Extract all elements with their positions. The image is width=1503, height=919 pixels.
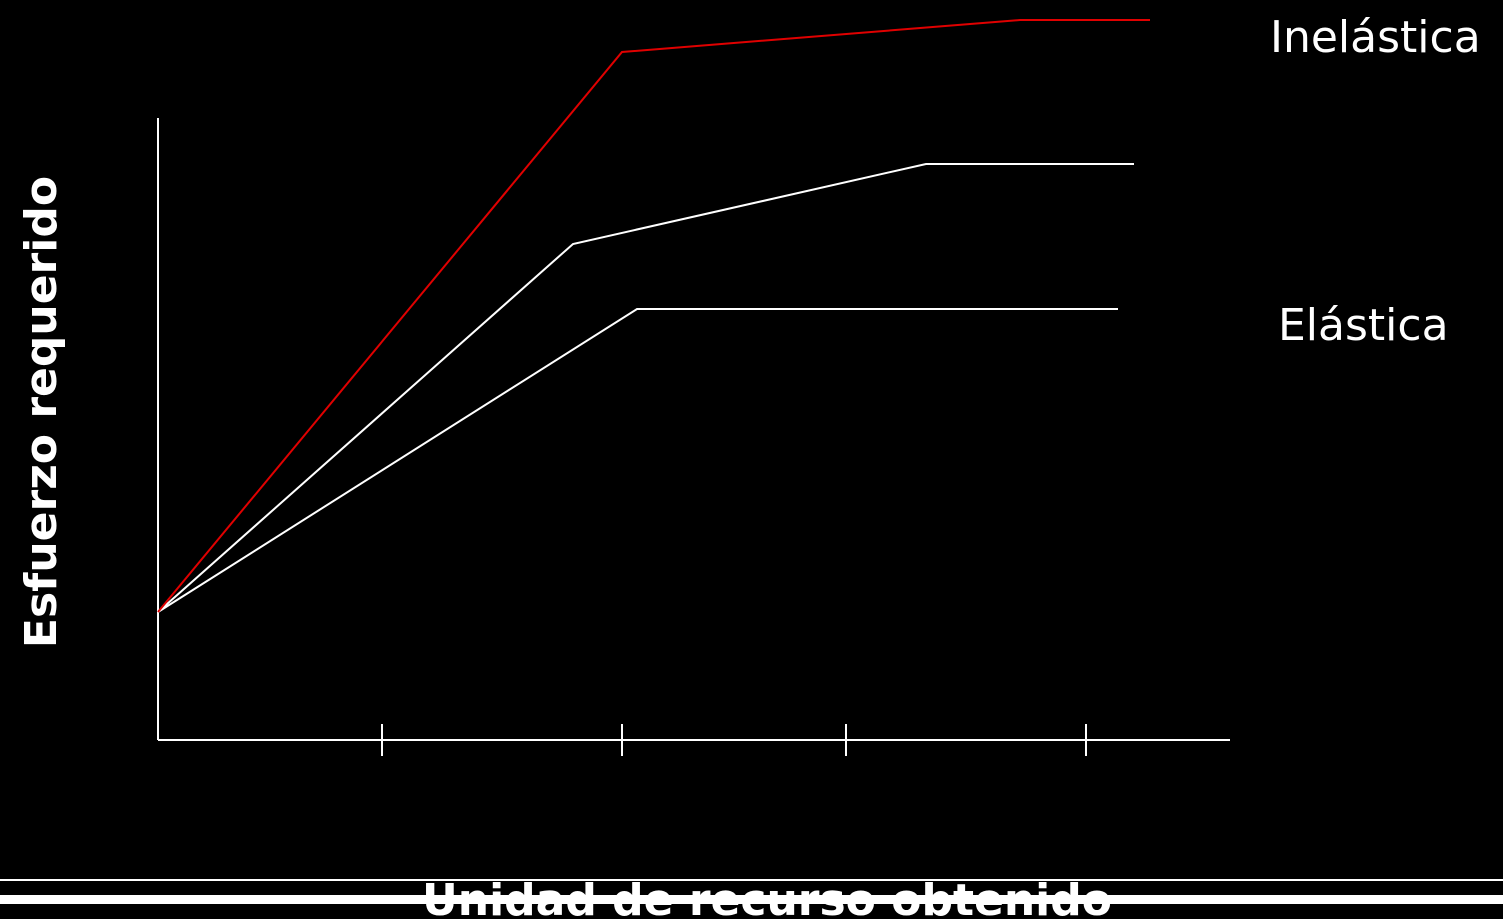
label-inelastic: Inelástica bbox=[1270, 12, 1481, 63]
label-elastic: Elástica bbox=[1278, 300, 1449, 351]
y-axis-label: Esfuerzo requerido bbox=[16, 176, 67, 648]
curve-inelastic bbox=[157, 19, 1150, 613]
rule-thick bbox=[0, 895, 1503, 904]
rule-thin bbox=[0, 879, 1503, 881]
curve-middle bbox=[157, 163, 1134, 613]
curve-elastic bbox=[157, 308, 1118, 613]
axes bbox=[157, 118, 1230, 756]
